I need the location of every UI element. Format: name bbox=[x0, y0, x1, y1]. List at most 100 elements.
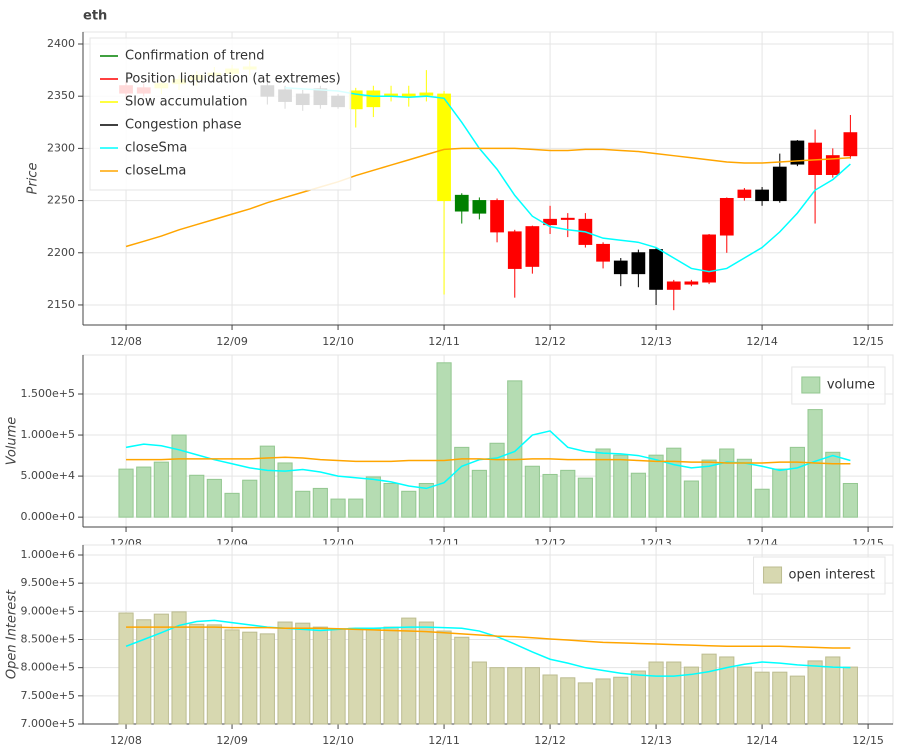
candle-body bbox=[790, 140, 805, 165]
bar bbox=[789, 675, 805, 725]
sma-line bbox=[285, 87, 851, 273]
bar bbox=[330, 628, 346, 725]
bar bbox=[613, 454, 629, 518]
bar bbox=[277, 621, 293, 725]
y-axis-label: Open Interest bbox=[5, 589, 20, 679]
bar bbox=[489, 667, 505, 725]
bar bbox=[401, 490, 417, 518]
x-tick-label: 12/12 bbox=[534, 734, 566, 747]
bar bbox=[401, 617, 417, 725]
bar bbox=[242, 479, 258, 518]
legend-label: volume bbox=[827, 378, 875, 393]
legend: volume bbox=[791, 366, 886, 405]
y-tick-label: 5.000e+4 bbox=[21, 469, 75, 482]
bar bbox=[171, 611, 187, 725]
bar bbox=[136, 466, 152, 518]
bar bbox=[277, 462, 293, 518]
candle-body bbox=[755, 189, 769, 202]
legend-label: open interest bbox=[789, 568, 875, 583]
candle-body bbox=[825, 155, 840, 175]
y-tick-label: 2300 bbox=[47, 141, 75, 154]
candle-body bbox=[507, 231, 522, 269]
bar bbox=[383, 482, 399, 518]
candle-body bbox=[843, 132, 858, 157]
bar bbox=[507, 380, 523, 518]
plot-frame bbox=[82, 354, 894, 528]
bar bbox=[471, 469, 487, 518]
bar bbox=[648, 661, 664, 725]
bar bbox=[719, 656, 735, 725]
legend-label: closeLma bbox=[125, 164, 186, 179]
bar bbox=[754, 671, 770, 725]
y-tick-label: 9.500e+5 bbox=[21, 576, 75, 589]
bar bbox=[736, 458, 752, 518]
candle-body bbox=[808, 142, 822, 175]
bar bbox=[224, 492, 240, 518]
legend: open interest bbox=[753, 556, 886, 595]
bar bbox=[153, 613, 169, 725]
bar bbox=[454, 636, 470, 725]
candle-body bbox=[490, 200, 504, 233]
bar bbox=[577, 477, 593, 518]
bar bbox=[507, 667, 523, 725]
bar bbox=[683, 666, 699, 725]
bar bbox=[295, 490, 311, 518]
x-tick-label: 12/09 bbox=[216, 734, 248, 747]
bar bbox=[595, 678, 611, 725]
x-tick-label: 12/15 bbox=[852, 335, 884, 348]
y-tick-label: 2250 bbox=[47, 194, 75, 207]
candle-body bbox=[666, 281, 681, 290]
bar bbox=[242, 631, 258, 725]
bar bbox=[772, 671, 788, 725]
bar bbox=[825, 656, 841, 725]
bar bbox=[365, 476, 381, 518]
bar bbox=[118, 612, 134, 725]
bar bbox=[666, 447, 682, 518]
candle-body bbox=[649, 249, 663, 290]
bar bbox=[489, 442, 505, 518]
candle-body bbox=[596, 243, 610, 262]
candle-body bbox=[472, 200, 487, 214]
bar bbox=[259, 633, 275, 725]
y-tick-label: 8.500e+5 bbox=[21, 632, 75, 645]
bar bbox=[542, 674, 558, 725]
bar bbox=[206, 478, 222, 518]
bar bbox=[754, 488, 770, 518]
x-tick-label: 12/11 bbox=[428, 734, 460, 747]
x-tick-label: 12/14 bbox=[746, 335, 778, 348]
bar bbox=[630, 472, 646, 518]
x-tick-label: 12/12 bbox=[534, 335, 566, 348]
legend-label: Position liquidation (at extremes) bbox=[125, 72, 341, 87]
bar bbox=[524, 465, 540, 518]
bar bbox=[577, 682, 593, 725]
bar bbox=[136, 619, 152, 725]
sma-line bbox=[126, 626, 851, 649]
bar bbox=[418, 482, 434, 518]
y-tick-label: 2150 bbox=[47, 298, 75, 311]
candle-body bbox=[454, 194, 469, 212]
bar bbox=[312, 487, 328, 518]
bar bbox=[825, 451, 841, 518]
bar bbox=[683, 480, 699, 518]
y-tick-label: 0.000e+0 bbox=[21, 510, 75, 523]
bar bbox=[171, 434, 187, 518]
bar bbox=[454, 446, 470, 518]
candle-body bbox=[631, 252, 646, 275]
bar bbox=[842, 482, 858, 518]
bar bbox=[153, 461, 169, 518]
chart-title: eth bbox=[83, 9, 107, 24]
bar bbox=[719, 448, 735, 518]
y-tick-label: 2400 bbox=[47, 37, 75, 50]
bar bbox=[736, 666, 752, 725]
candle-body bbox=[772, 166, 787, 202]
bar bbox=[560, 469, 576, 518]
x-tick-label: 12/15 bbox=[852, 734, 884, 747]
bar bbox=[524, 667, 540, 725]
candle-body bbox=[366, 90, 381, 108]
x-tick-label: 12/13 bbox=[640, 335, 672, 348]
sma-line bbox=[125, 147, 851, 248]
x-tick-label: 12/09 bbox=[216, 335, 248, 348]
bar bbox=[471, 661, 487, 725]
